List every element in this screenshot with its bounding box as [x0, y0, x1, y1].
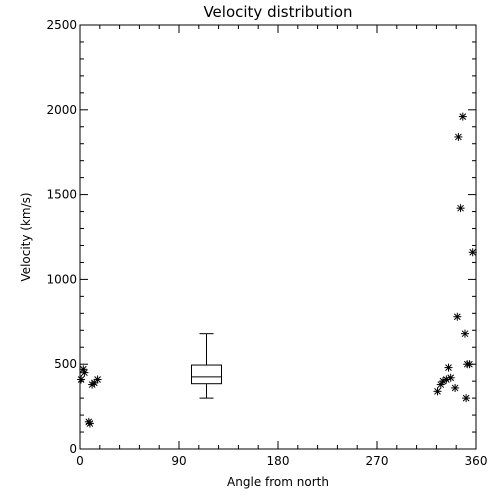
- x-tick-label: 360: [465, 454, 488, 468]
- y-tick-label: 2500: [46, 18, 77, 32]
- y-tick-label: 2000: [46, 103, 77, 117]
- boxplot-box: [191, 364, 222, 385]
- y-tick-label: 1500: [46, 188, 77, 202]
- scatter-point: [439, 377, 447, 386]
- scatter-points: [77, 112, 477, 428]
- scatter-point: [80, 368, 89, 377]
- x-tick-label: 180: [267, 454, 290, 468]
- scatter-point: [468, 248, 477, 257]
- scatter-point: [461, 329, 469, 338]
- scatter-point: [433, 387, 442, 396]
- scatter-point: [465, 360, 474, 369]
- x-axis: 0 90 180 270 360: [76, 25, 487, 468]
- plot-frame: [79, 24, 477, 450]
- scatter-point: [456, 204, 465, 213]
- x-tick-label: 0: [76, 454, 84, 468]
- chart-title: Velocity distribution: [203, 3, 352, 21]
- scatter-point: [453, 312, 462, 321]
- scatter-point: [77, 375, 86, 384]
- x-tick-label: 270: [366, 454, 389, 468]
- y-tick-label: 500: [54, 357, 77, 371]
- y-tick-label: 0: [69, 442, 77, 456]
- y-axis-label: Velocity (km/s): [19, 192, 33, 281]
- scatter-point: [444, 363, 453, 372]
- scatter-point: [85, 419, 94, 428]
- scatter-point: [93, 375, 102, 384]
- boxplot: [191, 333, 222, 399]
- x-tick-label: 90: [171, 454, 186, 468]
- scatter-point: [458, 112, 467, 121]
- y-tick-label: 1000: [46, 272, 77, 286]
- y-axis: 0 500 1000 1500 2000 2500: [46, 18, 476, 456]
- scatter-point: [454, 132, 463, 141]
- scatter-point: [446, 373, 455, 382]
- scatter-point: [462, 394, 471, 403]
- x-axis-label: Angle from north: [227, 475, 329, 489]
- scatter-point: [451, 383, 460, 392]
